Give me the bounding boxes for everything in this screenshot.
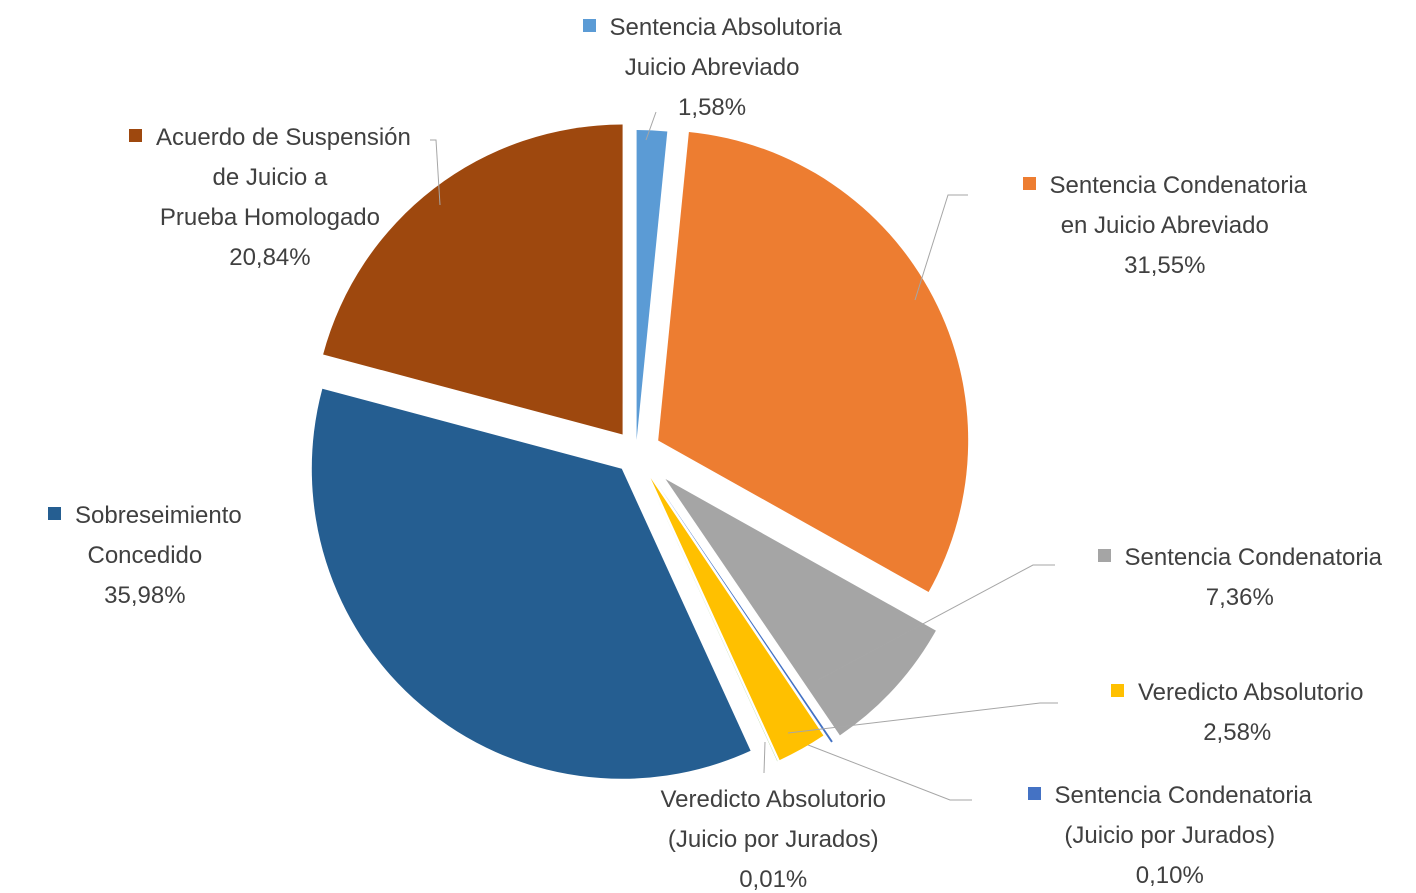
leader-line (787, 702, 1058, 734)
data-label: Sentencia Condenatoria (Juicio por Jurad… (1027, 776, 1313, 893)
legend-marker (129, 129, 142, 142)
value-label: 2,58% (1203, 719, 1272, 746)
legend-marker (582, 19, 596, 32)
pie-slice (636, 130, 668, 441)
data-label: Sentencia Absolutoria Juicio Abreviado 1,… (582, 8, 842, 128)
leader-line (817, 564, 1055, 681)
category-label: Sobreseimiento Concedido (75, 502, 242, 569)
category-label: Veredicto Absolutorio (Juicio por Jurado… (660, 786, 886, 853)
category-label: Sentencia Condenatoria (1124, 544, 1383, 571)
value-label: 7,36% (1205, 584, 1274, 611)
data-label: Sobreseimiento Concedido 35,98% (48, 496, 242, 616)
data-label: Sentencia Condenatoria 7,36% (1097, 538, 1383, 618)
leader-line (430, 139, 441, 206)
value-label: 1,58% (678, 94, 747, 121)
legend-marker (1097, 549, 1111, 562)
pie-slice (323, 124, 623, 435)
value-label: 31,55% (1124, 252, 1206, 279)
legend-marker (1027, 787, 1041, 800)
pie-slice (648, 479, 778, 762)
category-label: Sentencia Condenatoria en Juicio Abrevia… (1049, 172, 1308, 239)
pie-slice (665, 479, 936, 736)
pie-slice (311, 388, 751, 779)
data-label: Veredicto Absolutorio 2,58% (1111, 673, 1363, 753)
data-label: Veredicto Absolutorio (Juicio por Jurado… (661, 780, 886, 893)
pie-slice (658, 131, 969, 593)
data-label: Sentencia Condenatoria en Juicio Abrevia… (1022, 166, 1308, 286)
value-label: 35,98% (104, 582, 186, 609)
category-label: Sentencia Condenatoria (Juicio por Jurad… (1054, 782, 1313, 849)
value-label: 20,84% (229, 244, 311, 271)
data-label: Acuerdo de Suspensión de Juicio a Prueba… (129, 118, 411, 278)
leader-line (645, 111, 657, 141)
legend-marker (48, 507, 61, 520)
value-label: 0,10% (1135, 862, 1204, 889)
pie-slice (658, 485, 833, 743)
leader-line (763, 741, 766, 774)
category-label: Veredicto Absolutorio (1138, 679, 1364, 706)
leader-line (914, 194, 968, 301)
value-label: 0,01% (739, 866, 808, 893)
legend-marker (1022, 177, 1036, 190)
pie-slice (650, 478, 824, 761)
category-label: Acuerdo de Suspensión de Juicio a Prueba… (156, 124, 411, 231)
category-label: Sentencia Absolutoria Juicio Abreviado (609, 14, 842, 81)
leader-line (784, 735, 972, 801)
legend-marker (1111, 684, 1124, 697)
